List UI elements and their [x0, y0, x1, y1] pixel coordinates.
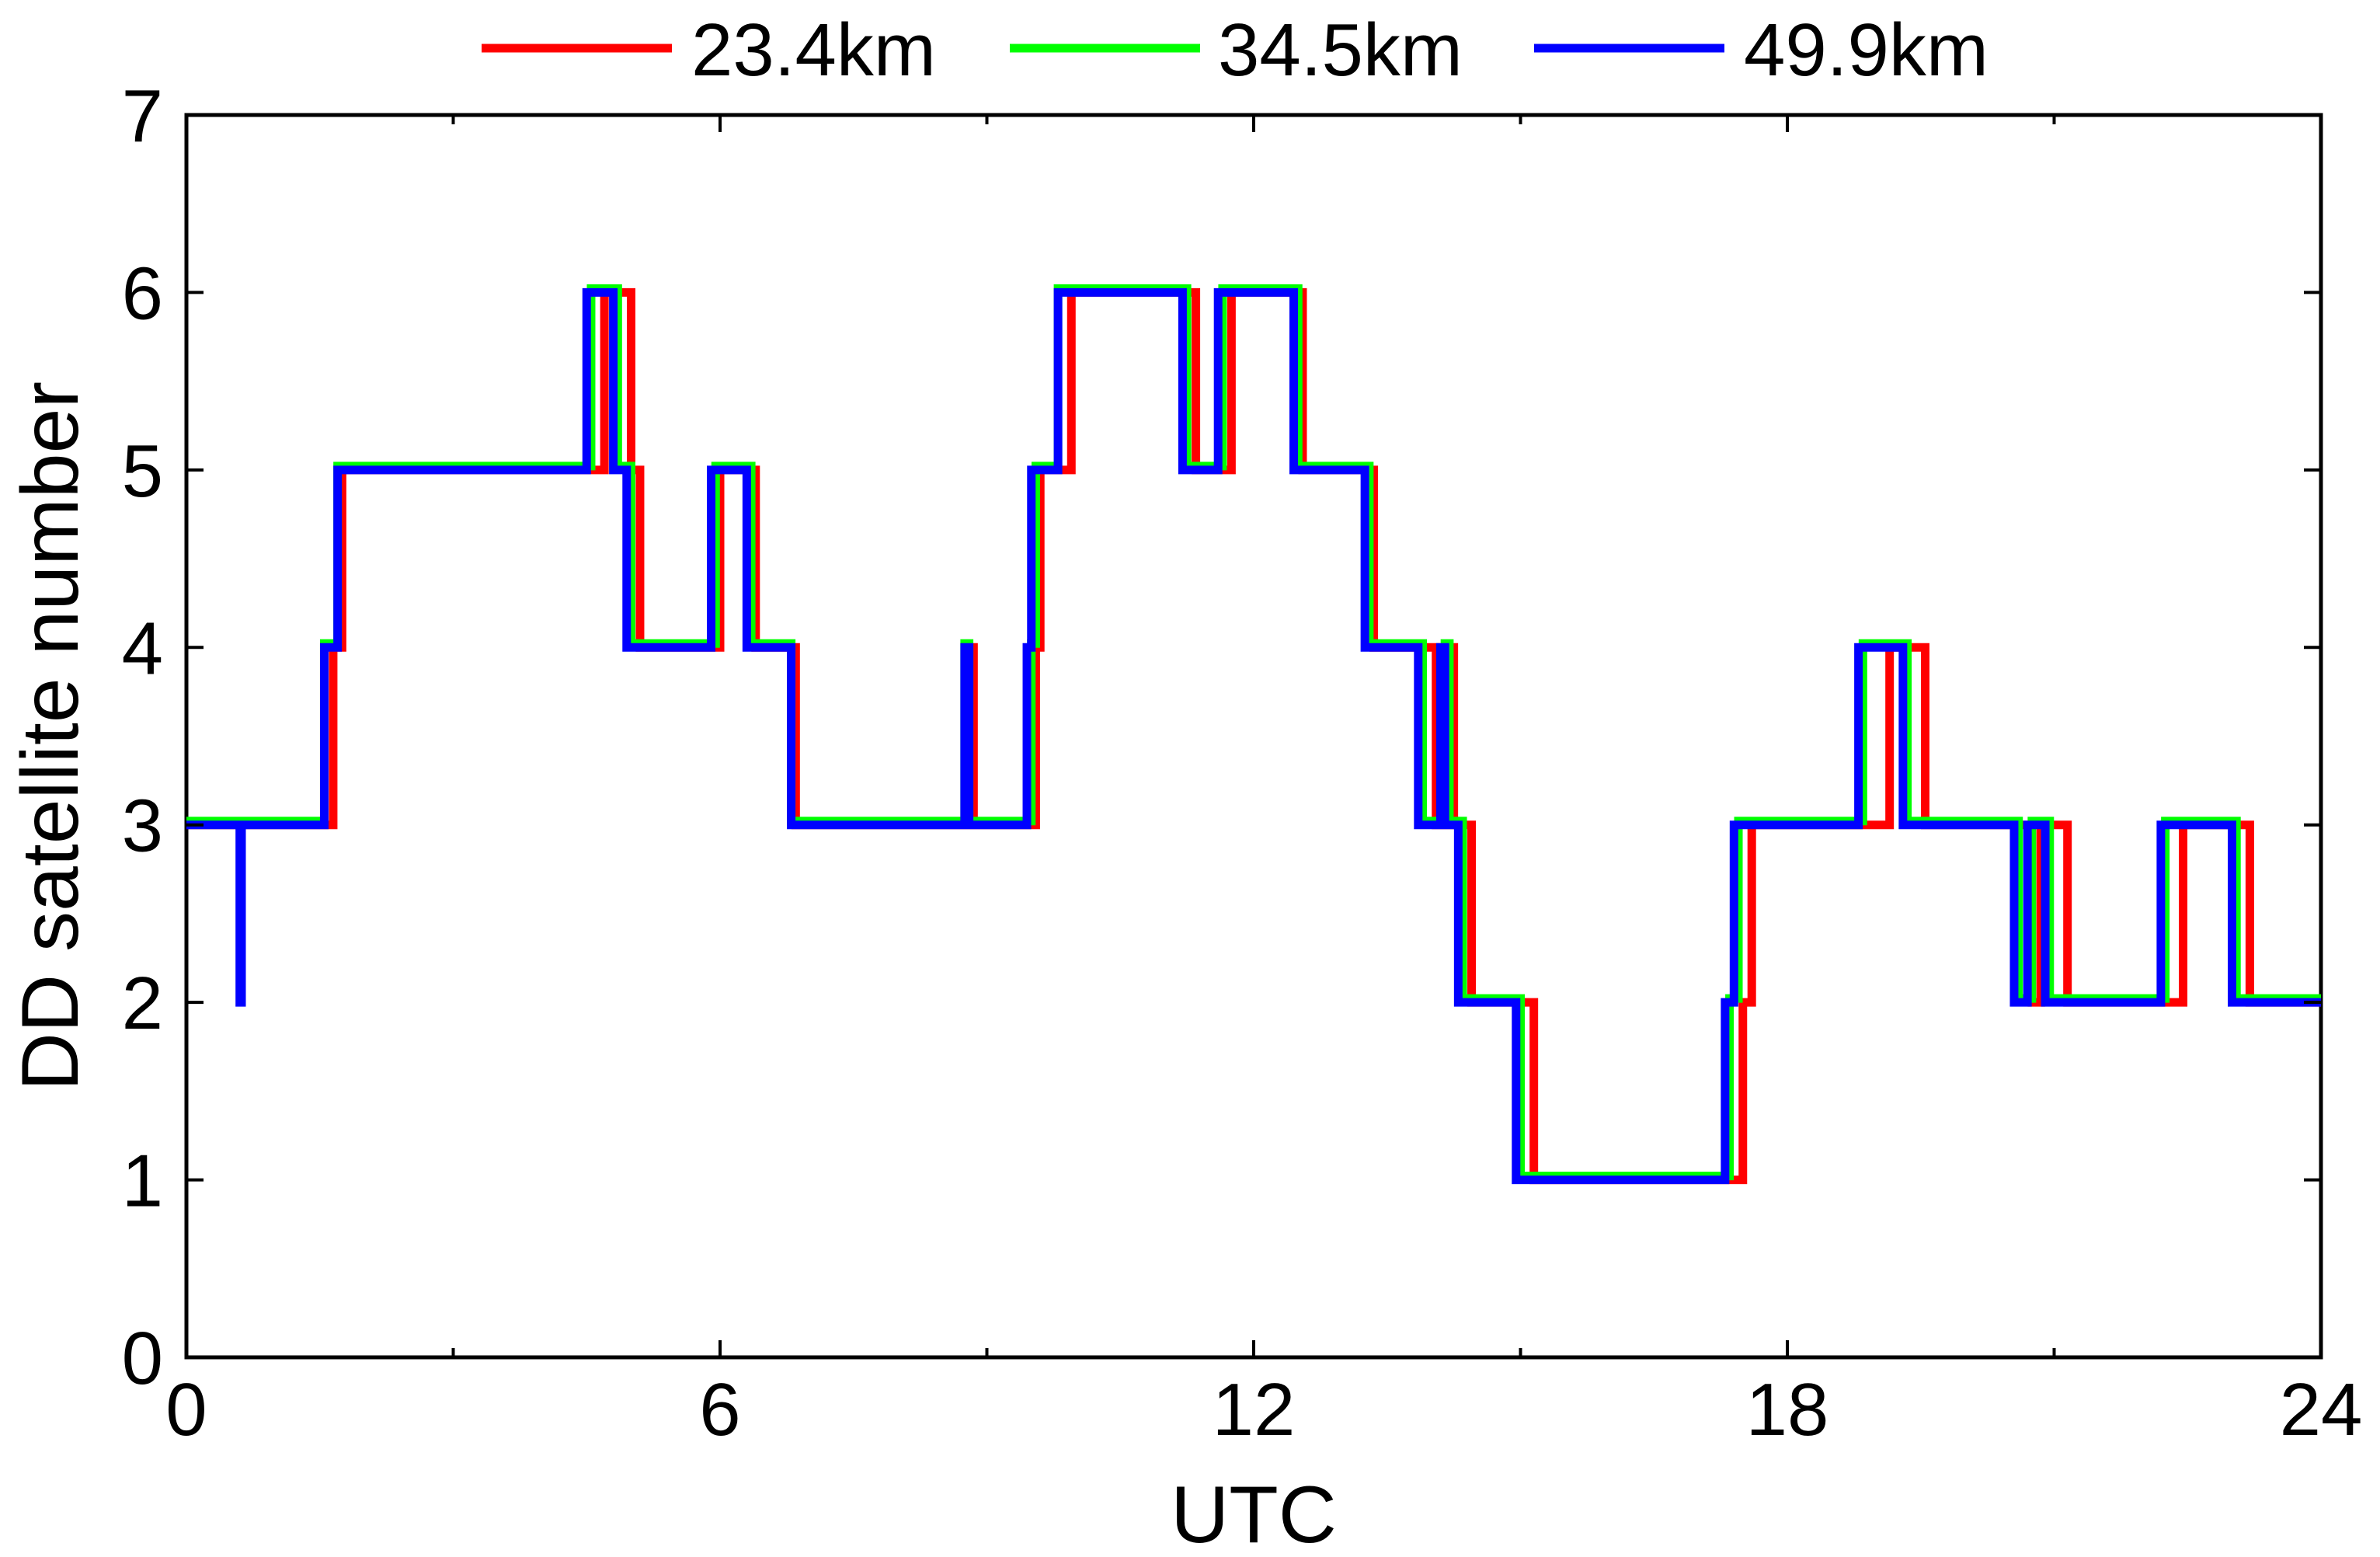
y-axis-label: DD satellite number — [5, 381, 96, 1091]
y-tick-label: 6 — [122, 252, 163, 335]
x-tick-label: 18 — [1746, 1368, 1829, 1451]
x-tick-label: 24 — [2280, 1368, 2363, 1451]
series-layer — [186, 284, 2321, 1185]
x-tick-label: 12 — [1213, 1368, 1296, 1451]
y-tick-label: 5 — [122, 430, 163, 513]
series-line-1 — [186, 284, 2321, 1181]
legend: 23.4km 34.5km 49.9km — [482, 9, 1989, 92]
legend-entry-label: 23.4km — [691, 9, 936, 92]
series-line-0 — [186, 287, 2321, 1185]
series-line-2 — [186, 287, 2321, 1185]
y-tick-label: 1 — [122, 1140, 163, 1223]
y-tick-label: 7 — [122, 75, 163, 158]
y-tick-label: 0 — [122, 1317, 163, 1400]
x-tick-label: 6 — [699, 1368, 740, 1451]
x-axis-label: UTC — [1171, 1470, 1337, 1557]
legend-entry-label: 49.9km — [1744, 9, 1989, 92]
plot-area-frame — [184, 113, 2323, 1360]
y-tick-label: 4 — [122, 607, 163, 690]
legend-entry-label: 34.5km — [1218, 9, 1463, 92]
x-tick-label: 0 — [165, 1368, 207, 1451]
y-tick-label: 3 — [122, 785, 163, 868]
y-tick-label: 2 — [122, 962, 163, 1045]
